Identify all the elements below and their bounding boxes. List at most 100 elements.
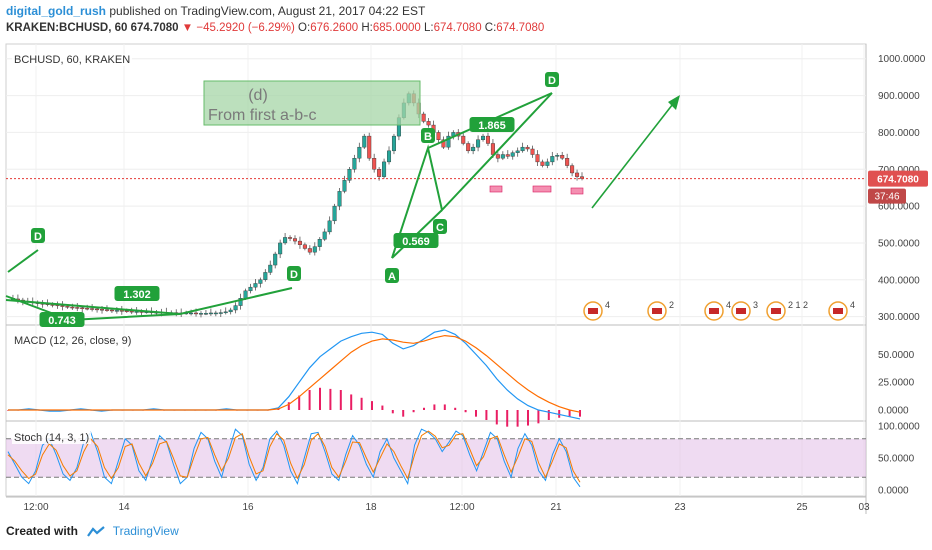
wave-label-box [31,228,45,243]
macd-hist-bar [423,407,425,410]
wave-label-box [469,117,515,132]
candle-body [490,143,495,155]
macd-hist-bar [475,410,477,417]
candle-body [194,312,199,315]
macd-hist-bar [464,410,467,413]
candle-body [485,135,490,144]
candle-body [495,154,500,159]
candle-body [357,146,362,159]
wave-label-box [287,266,301,281]
high-value: 685.0000 [372,22,421,34]
macd-hist-bar [579,410,581,417]
candle-body [476,139,481,148]
candle-body [228,309,233,313]
candle-body [273,253,278,266]
close-label: C: [484,22,497,34]
y-tick-label: 500.0000 [878,238,920,249]
tradingview-brand[interactable]: TradingView [112,524,179,538]
candle-body [208,312,213,315]
candle-body [466,143,471,152]
candle-body [297,240,302,245]
pattern-line [7,249,39,273]
y-tick-label: 700.0000 [878,165,920,176]
wave-label: 0.743 [48,315,76,327]
y-tick-label: 600.0000 [878,202,920,213]
candle-body [95,308,100,311]
candle-body [203,313,208,315]
x-tick-label: 03 [858,502,870,513]
candle-body [248,286,253,292]
main-pane-label: BCHUSD, 60, KRAKEN [12,54,133,66]
candle-body [352,158,357,170]
candle-body [75,307,80,309]
candle-body [421,113,426,122]
wave-label-box [39,312,85,327]
candle-body [218,312,223,314]
macd-hist-bar [319,387,321,410]
wave-label-box [114,286,160,301]
candle-body [302,244,307,249]
macd-hist-bar [568,410,571,417]
candle-body [119,310,124,312]
x-tick-label: 14 [118,502,130,513]
y-tick-label: 400.0000 [878,275,920,286]
macd-hist-bar [339,390,342,410]
forecast-arrow [591,99,677,209]
event-flag-icon [771,308,781,314]
macd-hist-bar [381,405,384,410]
wave-label: A [388,271,396,283]
author-link[interactable]: digital_gold_rush [6,4,107,18]
low-label: L: [424,22,434,34]
candle-body [65,306,70,308]
candle-body [362,135,367,148]
candle-body [114,310,119,312]
candle-body [60,305,65,307]
wave-label-box [385,268,399,283]
candle-body [322,231,327,240]
high-label: H: [361,22,373,34]
footer: Created with TradingView [6,524,179,538]
x-tick-label: 25 [796,502,808,513]
event-flag-icon [736,308,746,314]
wave-label: D [548,75,556,87]
close-value: 674.7080 [496,22,545,34]
y-tick-label: 50.0000 [878,454,915,465]
y-tick-label: 800.0000 [878,128,920,139]
stoch-d-line [7,430,581,483]
candle-body [520,146,525,152]
candle-body [243,290,248,299]
candle-body [253,283,258,288]
down-arrow-icon: ▼ [181,22,194,34]
open-label: O: [298,22,311,34]
event-count: 4 [850,300,855,310]
created-with-text: Created with [6,524,79,538]
wave-label-box [545,72,559,87]
candle-body [510,152,515,157]
x-tick-label: 16 [242,502,254,513]
macd-hist-bar [298,395,301,410]
support-box [570,187,584,195]
macd-hist-bar [329,388,332,410]
candle-body [213,312,218,315]
candle-body [278,242,283,255]
macd-hist-bar [485,410,488,420]
wave-label: D [290,269,298,281]
candle-body [342,180,347,192]
y-tick-label: 300.0000 [878,312,920,323]
candle-body [382,161,387,177]
candle-body [387,150,392,163]
low-value: 674.7080 [433,22,482,34]
candle-body [426,121,431,126]
x-tick-label: 23 [674,502,686,513]
candle-body [540,161,545,166]
candle-body [550,156,555,163]
last-price-tag [868,170,928,187]
macd-hist-bar [527,410,529,426]
plot-border [5,43,867,497]
macd-hist-bar [287,402,290,410]
countdown-tag [868,188,906,204]
event-count: 2 1 2 [788,300,808,310]
candle-body [436,132,441,140]
candle-body [104,309,109,311]
